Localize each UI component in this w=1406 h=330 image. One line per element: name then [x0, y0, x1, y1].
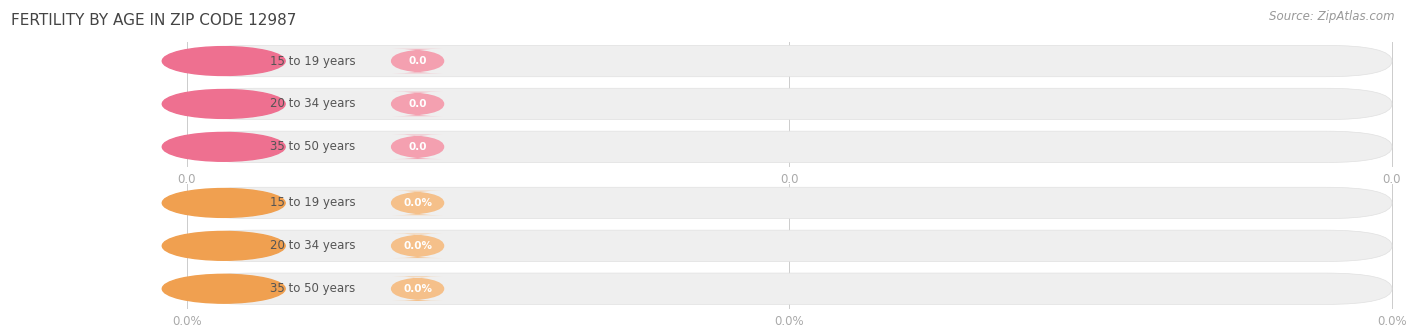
FancyBboxPatch shape: [391, 49, 444, 73]
Text: 0.0: 0.0: [780, 173, 799, 186]
Circle shape: [162, 274, 285, 303]
Text: 0.0: 0.0: [408, 99, 427, 109]
Circle shape: [162, 47, 285, 76]
FancyBboxPatch shape: [187, 45, 1392, 77]
Text: 20 to 34 years: 20 to 34 years: [270, 239, 356, 252]
Text: 0.0%: 0.0%: [1376, 315, 1406, 328]
Circle shape: [162, 188, 285, 217]
FancyBboxPatch shape: [187, 230, 1392, 261]
FancyBboxPatch shape: [391, 92, 444, 116]
FancyBboxPatch shape: [391, 277, 444, 301]
Circle shape: [162, 89, 285, 118]
FancyBboxPatch shape: [391, 135, 444, 159]
Circle shape: [162, 231, 285, 260]
FancyBboxPatch shape: [391, 234, 444, 258]
Text: Source: ZipAtlas.com: Source: ZipAtlas.com: [1270, 10, 1395, 23]
Text: 0.0: 0.0: [408, 142, 427, 152]
Text: 35 to 50 years: 35 to 50 years: [270, 140, 356, 153]
FancyBboxPatch shape: [187, 88, 1392, 119]
FancyBboxPatch shape: [187, 187, 1392, 218]
FancyBboxPatch shape: [187, 273, 1392, 304]
Text: 0.0: 0.0: [408, 56, 427, 66]
Text: FERTILITY BY AGE IN ZIP CODE 12987: FERTILITY BY AGE IN ZIP CODE 12987: [11, 13, 297, 28]
FancyBboxPatch shape: [187, 131, 1392, 162]
Text: 0.0%: 0.0%: [404, 284, 432, 294]
FancyBboxPatch shape: [391, 191, 444, 215]
Text: 0.0: 0.0: [1382, 173, 1402, 186]
Text: 20 to 34 years: 20 to 34 years: [270, 97, 356, 111]
Text: 0.0%: 0.0%: [172, 315, 202, 328]
Text: 15 to 19 years: 15 to 19 years: [270, 54, 356, 68]
Text: 0.0: 0.0: [177, 173, 197, 186]
Circle shape: [162, 132, 285, 161]
Text: 35 to 50 years: 35 to 50 years: [270, 282, 356, 295]
Text: 0.0%: 0.0%: [404, 198, 432, 208]
Text: 0.0%: 0.0%: [775, 315, 804, 328]
Text: 0.0%: 0.0%: [404, 241, 432, 251]
Text: 15 to 19 years: 15 to 19 years: [270, 196, 356, 210]
